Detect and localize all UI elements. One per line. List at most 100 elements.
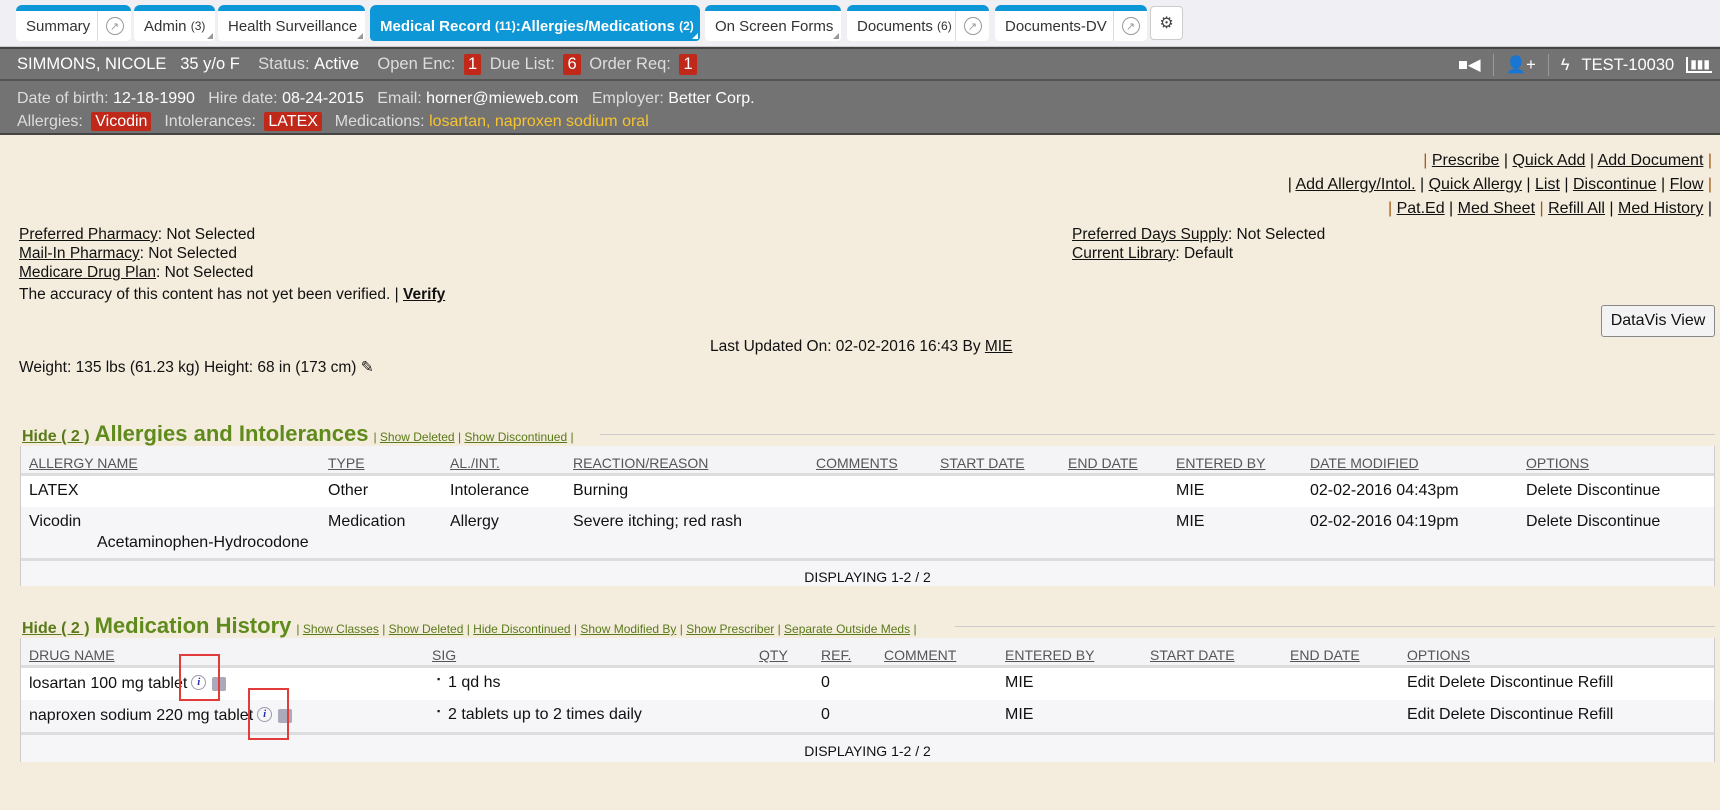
action-links-row1: | Prescribe | Quick Add | Add Document |	[1423, 152, 1712, 169]
info-icon[interactable]: i	[257, 707, 273, 722]
show-classes-link[interactable]: Show Classes	[302, 622, 379, 636]
cell-modified: 02-02-2016 04:19pm	[1310, 513, 1459, 530]
column-header[interactable]: ALLERGY NAME	[29, 455, 138, 471]
dob-value: 12-18-1990	[113, 90, 195, 107]
med-history-link[interactable]: Med History	[1618, 200, 1704, 217]
quick-add-link[interactable]: Quick Add	[1512, 152, 1586, 169]
cell-alint: Allergy	[450, 513, 499, 530]
column-header[interactable]: REACTION/REASON	[573, 455, 709, 471]
order-req-badge[interactable]: 1	[679, 53, 697, 75]
due-list-badge[interactable]: 6	[563, 53, 581, 75]
cell-generic-name: Acetaminophen-Hydrocodone	[97, 534, 309, 551]
datavis-view-button[interactable]: DataVis View	[1601, 305, 1715, 337]
column-header[interactable]: END DATE	[1068, 455, 1138, 471]
tab-documents-dv[interactable]: Documents-DV ↗	[995, 5, 1147, 41]
tab-medical-record[interactable]: Medical Record (11):Allergies/Medication…	[370, 5, 700, 41]
mail-in-pharmacy-link[interactable]: Mail-In Pharmacy	[19, 245, 140, 262]
table-header: DRUG NAME SIG QTY REF. COMMENT ENTERED BY STAR…	[21, 638, 1714, 668]
allergies-label: Allergies:	[17, 113, 83, 130]
refill-all-link[interactable]: Refill All	[1548, 200, 1605, 217]
due-list-label: Due List:	[489, 54, 555, 73]
highlight-box	[179, 654, 220, 701]
column-header[interactable]: ENTERED BY	[1176, 455, 1266, 471]
allergies-table: ALLERGY NAME TYPE AL./INT. REACTION/REASON C…	[20, 446, 1715, 586]
medications-header: Hide ( 2 ) Medication History | Show Cla…	[22, 613, 917, 638]
cell-options[interactable]: Edit Delete Discontinue Refill	[1407, 706, 1614, 723]
medicare-plan-link[interactable]: Medicare Drug Plan	[19, 264, 156, 281]
cell-options[interactable]: Delete Discontinue	[1526, 482, 1661, 499]
open-enc-badge[interactable]: 1	[463, 53, 482, 75]
days-supply-link[interactable]: Preferred Days Supply	[1072, 226, 1228, 243]
table-row[interactable]: LATEX Other Intolerance Burning MIE 02-02-201…	[21, 476, 1714, 507]
column-header[interactable]: QTY	[759, 647, 788, 663]
hide-discontinued-link[interactable]: Hide Discontinued	[473, 622, 571, 636]
lightning-icon[interactable]: ϟ	[1560, 55, 1570, 74]
add-user-icon[interactable]: 👤+	[1505, 55, 1536, 74]
tab-on-screen-forms[interactable]: On Screen Forms	[705, 5, 841, 41]
cell-ref: 0	[821, 674, 830, 691]
popout-arrow-icon[interactable]: ↗	[1113, 11, 1147, 41]
employer-value: Better Corp.	[668, 90, 755, 107]
show-modified-by-link[interactable]: Show Modified By	[580, 622, 677, 636]
current-library-link[interactable]: Current Library	[1072, 245, 1176, 262]
status-label: Status:	[258, 54, 310, 73]
quick-allergy-link[interactable]: Quick Allergy	[1428, 176, 1522, 193]
vitals: Weight: 135 lbs (61.23 kg) Height: 68 in…	[19, 358, 374, 377]
hide-allergies-link[interactable]: Hide ( 2 )	[22, 428, 90, 445]
tab-summary[interactable]: Summary ↗	[16, 5, 131, 41]
cell-options[interactable]: Edit Delete Discontinue Refill	[1407, 674, 1614, 691]
column-header[interactable]: DRUG NAME	[29, 647, 115, 663]
column-header[interactable]: AL./INT.	[450, 455, 500, 471]
column-header[interactable]: ENTERED BY	[1005, 647, 1095, 663]
bullet-icon: ▪	[437, 706, 441, 716]
bar-chart-icon[interactable]: ▮▮▮	[1686, 57, 1712, 73]
popout-arrow-icon[interactable]: ↗	[97, 11, 131, 41]
table-row[interactable]: Vicodin Medication Allergy Severe itching; …	[21, 507, 1714, 558]
add-document-link[interactable]: Add Document	[1597, 152, 1704, 169]
updated-by-link[interactable]: MIE	[984, 338, 1013, 355]
column-header[interactable]: TYPE	[328, 455, 365, 471]
order-req-label: Order Req:	[589, 54, 671, 73]
tab-admin[interactable]: Admin (3)	[134, 5, 215, 41]
flow-link[interactable]: Flow	[1669, 176, 1704, 193]
patient-age: 35 y/o F	[180, 54, 240, 73]
intolerance-badge: LATEX	[264, 112, 322, 131]
pencil-icon[interactable]: ✎	[360, 359, 374, 376]
table-row[interactable]: losartan 100 mg tablet i 1 qd hs ▪ 0 MIE Edit …	[21, 668, 1714, 700]
column-header[interactable]: DATE MODIFIED	[1310, 455, 1419, 471]
separate-outside-meds-link[interactable]: Separate Outside Meds	[784, 622, 911, 636]
cell-options[interactable]: Delete Discontinue	[1526, 513, 1661, 530]
med-sheet-link[interactable]: Med Sheet	[1457, 200, 1536, 217]
show-deleted-link[interactable]: Show Deleted	[388, 622, 464, 636]
email-value: horner@mieweb.com	[426, 90, 579, 107]
add-allergy-link[interactable]: Add Allergy/Intol.	[1295, 176, 1416, 193]
preferred-pharmacy-link[interactable]: Preferred Pharmacy	[19, 226, 158, 243]
list-link[interactable]: List	[1535, 176, 1560, 193]
verify-link[interactable]: Verify	[403, 286, 446, 303]
column-header[interactable]: END DATE	[1290, 647, 1360, 663]
tab-health-surveillance[interactable]: Health Surveillance	[218, 5, 365, 41]
hide-medications-link[interactable]: Hide ( 2 )	[22, 620, 90, 637]
column-header[interactable]: OPTIONS	[1526, 455, 1590, 471]
column-header[interactable]: OPTIONS	[1407, 647, 1471, 663]
column-header[interactable]: REF.	[821, 647, 852, 663]
show-deleted-link[interactable]: Show Deleted	[379, 430, 455, 444]
video-icon[interactable]: ■◀	[1457, 56, 1481, 74]
cell-drug-name[interactable]: losartan 100 mg tablet i	[29, 675, 227, 693]
column-header[interactable]: START DATE	[940, 455, 1025, 471]
popout-arrow-icon[interactable]: ↗	[955, 11, 989, 41]
column-header[interactable]: COMMENT	[884, 647, 957, 663]
tab-documents[interactable]: Documents (6) ↗	[847, 5, 989, 41]
gears-icon[interactable]: ⚙	[1150, 6, 1183, 40]
show-discontinued-link[interactable]: Show Discontinued	[464, 430, 568, 444]
days-supply-value: : Not Selected	[1227, 226, 1326, 243]
prescribe-link[interactable]: Prescribe	[1431, 152, 1500, 169]
pat-ed-link[interactable]: Pat.Ed	[1396, 200, 1445, 217]
discontinue-link[interactable]: Discontinue	[1572, 176, 1657, 193]
table-row[interactable]: naproxen sodium 220 mg tablet i 2 tablets …	[21, 700, 1714, 732]
column-header[interactable]: START DATE	[1150, 647, 1235, 663]
column-header[interactable]: COMMENTS	[816, 455, 898, 471]
info-icon[interactable]: i	[191, 675, 207, 690]
show-prescriber-link[interactable]: Show Prescriber	[686, 622, 775, 636]
column-header[interactable]: SIG	[432, 647, 457, 663]
